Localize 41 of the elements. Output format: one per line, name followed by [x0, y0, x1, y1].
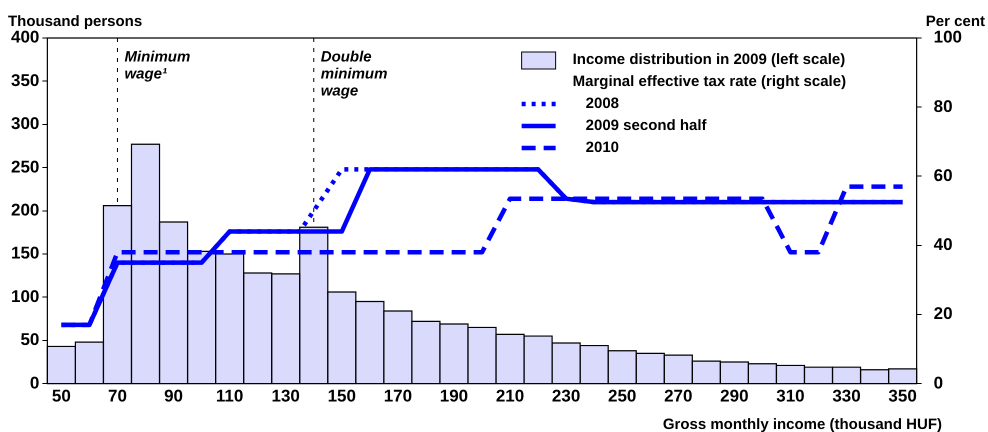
legend-label: 2009 second half — [586, 117, 708, 134]
y2-tick-label: 40 — [934, 235, 953, 254]
y-tick-label: 300 — [10, 114, 40, 134]
x-tick-label: 210 — [496, 386, 524, 406]
x-tick-label: 110 — [216, 386, 244, 406]
ref-line-label: Double minimum wage — [320, 48, 388, 100]
x-tick-label: 70 — [108, 386, 127, 406]
y2-tick-label: 60 — [934, 166, 953, 185]
y2-tick-label: 20 — [934, 304, 953, 324]
x-tick-label: 130 — [272, 386, 300, 406]
x-tick-label: 230 — [552, 386, 580, 406]
y-tick-label: 200 — [10, 200, 40, 220]
y2-tick-label: 0 — [934, 373, 944, 392]
x-tick-label: 310 — [776, 386, 805, 406]
x-tick-label: 330 — [832, 386, 861, 406]
x-tick-label: 350 — [888, 386, 917, 406]
x-tick-label: 90 — [164, 386, 184, 406]
x-tick-label: 250 — [608, 386, 636, 406]
ref-line-label: Minimum wage¹ — [124, 48, 190, 83]
x-tick-label: 170 — [384, 386, 412, 406]
legend-label: 2010 — [586, 139, 620, 156]
y-tick-label: 0 — [30, 373, 40, 392]
y-tick-label: 100 — [10, 286, 40, 306]
y-tick-label: 400 — [10, 28, 40, 47]
y-tick-label: 50 — [20, 330, 40, 350]
y2-tick-label: 100 — [934, 28, 962, 47]
y2-tick-label: 80 — [934, 96, 953, 116]
x-axis-title: Gross monthly income (thousand HUF) — [662, 416, 942, 432]
legend-title: Marginal effective tax rate (right scale) — [572, 73, 846, 90]
y-tick-label: 350 — [10, 70, 40, 90]
x-tick-label: 150 — [328, 386, 356, 406]
y-axis-title: Thousand persons — [8, 13, 142, 30]
x-tick-label: 50 — [52, 386, 71, 406]
y-tick-label: 150 — [10, 244, 40, 263]
legend-label: Income distribution in 2009 (left scale) — [572, 51, 846, 68]
legend-label: 2008 — [586, 95, 620, 112]
y2-axis-title: Per cent — [926, 13, 985, 30]
x-tick-label: 190 — [440, 386, 468, 406]
y-tick-label: 250 — [10, 157, 40, 176]
x-tick-label: 270 — [664, 386, 692, 406]
x-tick-label: 290 — [720, 386, 749, 406]
